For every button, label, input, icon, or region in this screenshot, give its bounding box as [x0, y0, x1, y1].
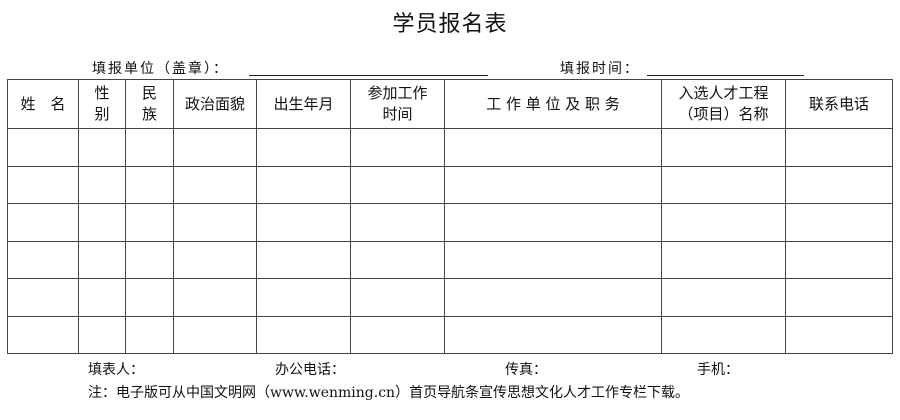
table-cell[interactable] [785, 315, 893, 354]
table-row [7, 278, 893, 317]
table-cell[interactable] [7, 165, 79, 204]
column-header-line: 别 [94, 105, 110, 123]
table-cell[interactable] [444, 165, 662, 204]
table-cell[interactable] [78, 315, 126, 354]
table-cell[interactable] [350, 315, 445, 354]
fill-unit-line [249, 75, 488, 76]
table-cell[interactable] [173, 203, 257, 242]
column-header-line: 政治面貌 [184, 94, 245, 113]
table-cell[interactable] [78, 278, 126, 317]
table-cell[interactable] [125, 203, 174, 242]
table-cell[interactable] [125, 315, 174, 354]
office-phone-label: 办公电话： [275, 362, 345, 378]
column-header-line: 联系电话 [808, 94, 869, 113]
column-header: 参加工作 时间 [350, 79, 445, 129]
filler-label: 填表人： [88, 362, 144, 378]
registration-table: 姓 名性别民族政治面貌 出生年月 参加工作 时间工 作 单 位 及 职 务入选人才工程… [7, 79, 893, 354]
table-cell[interactable] [661, 278, 786, 317]
table-cell[interactable] [7, 240, 79, 279]
table-cell[interactable] [785, 278, 893, 317]
table-row [7, 315, 893, 354]
table-cell[interactable] [125, 165, 174, 204]
table-cell[interactable] [661, 128, 786, 167]
table-cell[interactable] [350, 278, 445, 317]
fill-time-line [647, 75, 804, 76]
table-row [7, 203, 893, 242]
column-header-line: 出生年月 [273, 94, 334, 113]
table-cell[interactable] [661, 203, 786, 242]
table-cell[interactable] [173, 128, 257, 167]
table-row [7, 128, 893, 167]
table-cell[interactable] [78, 240, 126, 279]
page-title: 学员报名表 [392, 12, 508, 37]
table-cell[interactable] [256, 203, 351, 242]
table-cell[interactable] [173, 240, 257, 279]
column-header: 民族 [125, 79, 174, 129]
table-cell[interactable] [7, 128, 79, 167]
table-row [7, 165, 893, 204]
mobile-label: 手机： [697, 362, 739, 378]
column-header-line: 工 作 单 位 及 职 务 [486, 94, 620, 113]
table-cell[interactable] [350, 203, 445, 242]
fill-time-label: 填报时间： [560, 61, 640, 77]
column-header-line: （项目）名称 [678, 105, 769, 123]
table-cell[interactable] [256, 278, 351, 317]
column-header-line: 时间 [382, 105, 413, 123]
column-header-line: 民 [141, 84, 157, 102]
table-cell[interactable] [785, 128, 893, 167]
table-cell[interactable] [173, 278, 257, 317]
table-cell[interactable] [785, 203, 893, 242]
column-header-line: 参加工作 [367, 84, 428, 102]
column-header: 入选人才工程 （项目）名称 [661, 79, 786, 129]
column-header-line: 族 [141, 105, 157, 123]
table-cell[interactable] [444, 240, 662, 279]
table-cell[interactable] [78, 165, 126, 204]
column-header: 工 作 单 位 及 职 务 [444, 79, 662, 129]
table-cell[interactable] [661, 240, 786, 279]
table-cell[interactable] [7, 278, 79, 317]
column-header-line: 性 [94, 84, 110, 102]
column-header: 出生年月 [256, 79, 351, 129]
table-cell[interactable] [785, 240, 893, 279]
fill-unit-label: 填报单位（盖章）： [92, 61, 229, 77]
table-cell[interactable] [444, 278, 662, 317]
table-cell[interactable] [7, 315, 79, 354]
download-note: 注：电子版可从中国文明网（www.wenming.cn）首页导航条宣传思想文化人… [88, 385, 690, 401]
table-cell[interactable] [444, 203, 662, 242]
table-cell[interactable] [661, 315, 786, 354]
table-cell[interactable] [256, 128, 351, 167]
table-cell[interactable] [78, 203, 126, 242]
table-cell[interactable] [173, 165, 257, 204]
table-cell[interactable] [350, 165, 445, 204]
table-cell[interactable] [173, 315, 257, 354]
table-cell[interactable] [350, 128, 445, 167]
table-cell[interactable] [444, 128, 662, 167]
table-cell[interactable] [256, 240, 351, 279]
table-cell[interactable] [7, 203, 79, 242]
table-cell[interactable] [78, 128, 126, 167]
table-row [7, 240, 893, 279]
table-cell[interactable] [125, 240, 174, 279]
table-cell[interactable] [444, 315, 662, 354]
table-cell[interactable] [256, 315, 351, 354]
table-cell[interactable] [125, 278, 174, 317]
fax-label: 传真： [505, 362, 547, 378]
column-header: 政治面貌 [173, 79, 257, 129]
table-cell[interactable] [350, 240, 445, 279]
table-cell[interactable] [256, 165, 351, 204]
column-header: 姓 名 [7, 79, 79, 129]
column-header: 联系电话 [785, 79, 893, 129]
column-header: 性别 [78, 79, 126, 129]
table-cell[interactable] [785, 165, 893, 204]
column-header-line: 姓 名 [20, 94, 66, 113]
table-cell[interactable] [125, 128, 174, 167]
table-cell[interactable] [661, 165, 786, 204]
column-header-line: 入选人才工程 [678, 84, 769, 102]
